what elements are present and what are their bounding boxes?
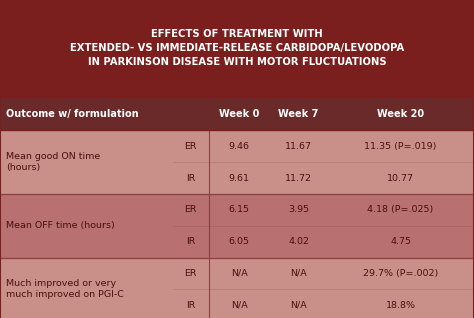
Text: Much improved or very
much improved on PGI-C: Much improved or very much improved on P… — [6, 279, 124, 300]
Text: IR: IR — [186, 174, 195, 183]
Text: 3.95: 3.95 — [288, 205, 309, 214]
Text: Week 0: Week 0 — [219, 109, 260, 119]
Text: ER: ER — [184, 269, 197, 278]
Text: 29.7% (P=.002): 29.7% (P=.002) — [363, 269, 438, 278]
Text: N/A: N/A — [290, 269, 307, 278]
Text: 9.46: 9.46 — [229, 142, 250, 151]
Text: Outcome w/ formulation: Outcome w/ formulation — [6, 109, 138, 119]
Bar — [0, 194, 474, 258]
Text: IR: IR — [186, 301, 195, 310]
Text: N/A: N/A — [290, 301, 307, 310]
Text: ER: ER — [184, 142, 197, 151]
Text: 4.02: 4.02 — [288, 237, 309, 246]
Text: 4.18 (P=.025): 4.18 (P=.025) — [367, 205, 434, 214]
Text: N/A: N/A — [231, 301, 248, 310]
Bar — [0, 130, 474, 194]
Text: 6.15: 6.15 — [229, 205, 250, 214]
Bar — [0, 0, 474, 97]
Text: 11.67: 11.67 — [285, 142, 312, 151]
Text: Week 7: Week 7 — [278, 109, 319, 119]
Text: 11.72: 11.72 — [285, 174, 312, 183]
Text: 10.77: 10.77 — [387, 174, 414, 183]
Text: N/A: N/A — [231, 269, 248, 278]
Text: 18.8%: 18.8% — [385, 301, 416, 310]
Text: 9.61: 9.61 — [229, 174, 250, 183]
Bar — [0, 97, 474, 130]
Text: IR: IR — [186, 237, 195, 246]
Text: Week 20: Week 20 — [377, 109, 424, 119]
Text: 4.75: 4.75 — [390, 237, 411, 246]
Text: 6.05: 6.05 — [229, 237, 250, 246]
Bar — [0, 258, 474, 318]
Text: Mean OFF time (hours): Mean OFF time (hours) — [6, 221, 114, 230]
Text: 11.35 (P=.019): 11.35 (P=.019) — [365, 142, 437, 151]
Text: Mean good ON time
(hours): Mean good ON time (hours) — [6, 152, 100, 172]
Text: ER: ER — [184, 205, 197, 214]
Text: EFFECTS OF TREATMENT WITH
EXTENDED- VS IMMEDIATE-RELEASE CARBIDOPA/LEVODOPA
IN P: EFFECTS OF TREATMENT WITH EXTENDED- VS I… — [70, 30, 404, 67]
